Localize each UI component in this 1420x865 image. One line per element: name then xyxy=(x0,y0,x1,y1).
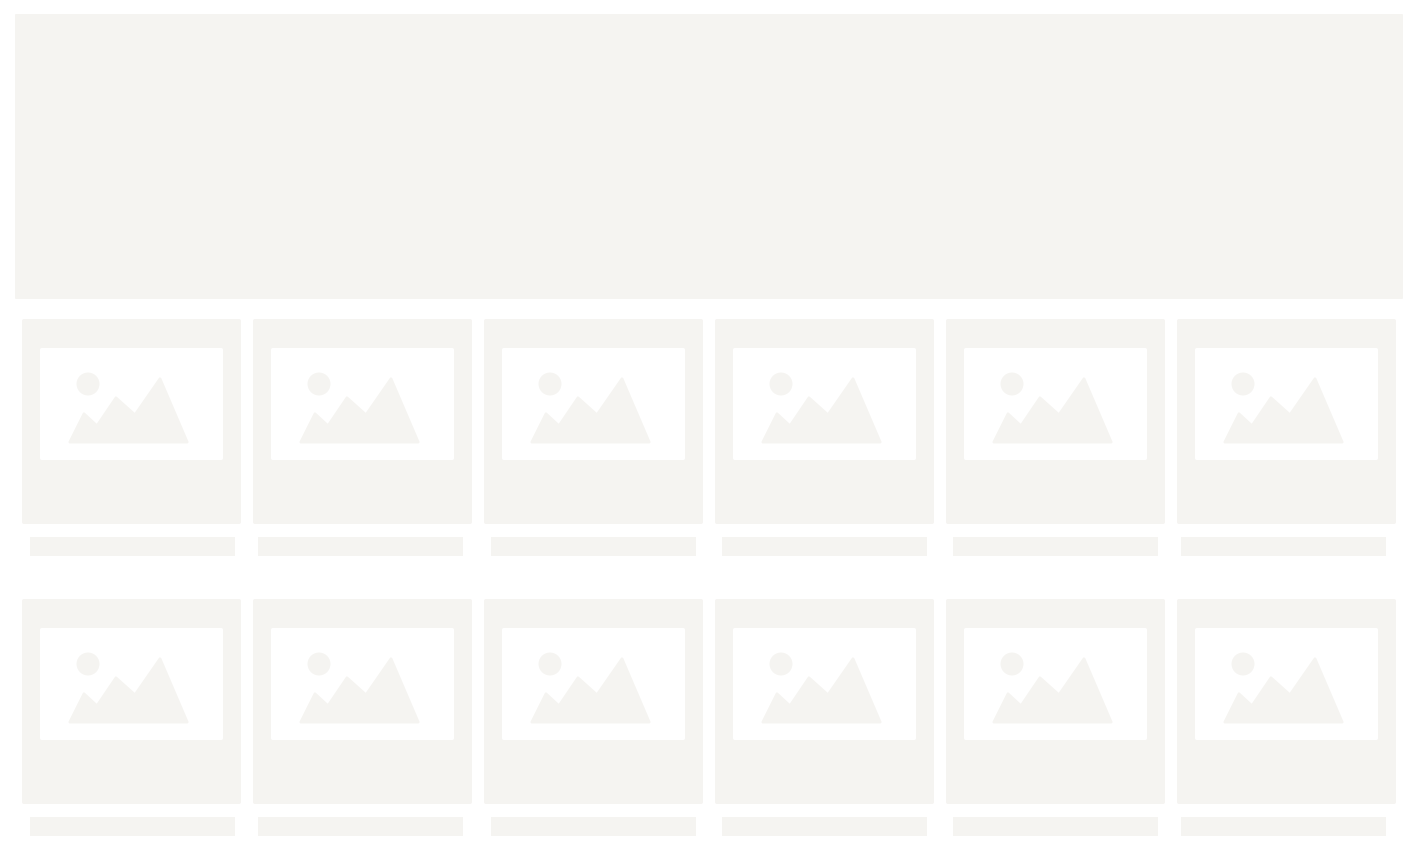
thumbnail-card[interactable] xyxy=(22,599,241,804)
thumbnail-card[interactable] xyxy=(1177,319,1396,524)
caption-placeholder xyxy=(491,817,696,836)
caption-placeholder xyxy=(1181,817,1386,836)
thumbnail-card[interactable] xyxy=(715,319,934,524)
thumbnail-frame xyxy=(964,348,1147,460)
thumbnail-frame xyxy=(502,348,685,460)
thumbnail-frame xyxy=(502,628,685,740)
thumbnail-card[interactable] xyxy=(946,599,1165,804)
thumbnail-card[interactable] xyxy=(253,599,472,804)
caption-placeholder xyxy=(258,537,463,556)
caption-placeholder xyxy=(953,817,1158,836)
thumbnail-frame xyxy=(271,628,454,740)
thumbnail-card[interactable] xyxy=(484,319,703,524)
thumbnail-card[interactable] xyxy=(484,599,703,804)
thumbnail-card[interactable] xyxy=(715,599,934,804)
thumbnail-card[interactable] xyxy=(22,319,241,524)
thumbnail-frame xyxy=(40,348,223,460)
thumbnail-frame xyxy=(1195,628,1378,740)
thumbnail-frame xyxy=(964,628,1147,740)
thumbnail-frame xyxy=(40,628,223,740)
thumbnail-frame xyxy=(733,628,916,740)
caption-placeholder xyxy=(258,817,463,836)
thumbnail-frame xyxy=(733,348,916,460)
caption-placeholder xyxy=(722,817,927,836)
caption-placeholder xyxy=(30,817,235,836)
caption-placeholder xyxy=(1181,537,1386,556)
thumbnail-card[interactable] xyxy=(946,319,1165,524)
caption-placeholder xyxy=(953,537,1158,556)
thumbnail-frame xyxy=(1195,348,1378,460)
caption-placeholder xyxy=(30,537,235,556)
caption-placeholder xyxy=(491,537,696,556)
hero-banner-placeholder xyxy=(15,14,1403,299)
caption-placeholder xyxy=(722,537,927,556)
thumbnail-frame xyxy=(271,348,454,460)
thumbnail-card[interactable] xyxy=(1177,599,1396,804)
thumbnail-card[interactable] xyxy=(253,319,472,524)
